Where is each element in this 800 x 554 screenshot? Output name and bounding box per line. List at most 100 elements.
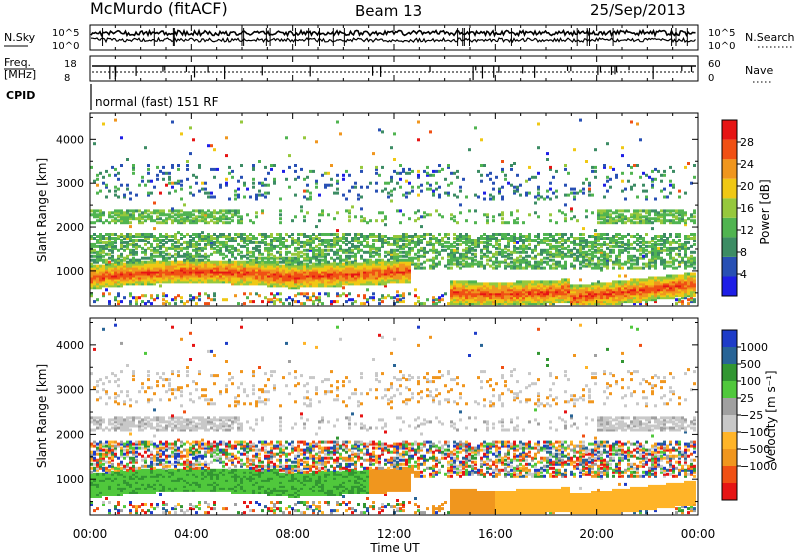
- power-cell: [537, 242, 540, 246]
- power-cell: [606, 233, 609, 236]
- power-cell: [225, 248, 228, 252]
- power-cell: [120, 252, 123, 256]
- power-cell: [165, 258, 168, 262]
- power-cell: [573, 258, 576, 262]
- power-cell: [333, 250, 336, 254]
- power-cell: [597, 250, 600, 254]
- power-cell: [534, 175, 537, 179]
- power-cell: [372, 264, 375, 268]
- power-cell: [126, 242, 129, 246]
- power-cell: [189, 278, 192, 282]
- power-cell: [306, 239, 309, 242]
- power-cell: [99, 282, 102, 286]
- power-cell: [237, 248, 240, 252]
- power-cell: [573, 191, 576, 195]
- power-cell: [534, 300, 537, 304]
- power-cell: [318, 258, 321, 262]
- power-cell: [462, 258, 465, 262]
- power-cell: [507, 262, 510, 266]
- power-cell: [123, 221, 126, 225]
- power-cell: [126, 280, 129, 284]
- power-cell: [174, 296, 177, 300]
- power-cell: [519, 266, 522, 270]
- power-cell: [285, 244, 288, 248]
- power-cell: [597, 258, 600, 262]
- power-cell: [189, 213, 192, 217]
- power-cell: [225, 242, 228, 246]
- power-cell: [120, 282, 123, 286]
- power-cell: [252, 264, 255, 268]
- power-cell: [342, 264, 345, 268]
- power-cell: [204, 191, 207, 195]
- power-cell: [648, 217, 651, 221]
- power-cell: [462, 237, 465, 240]
- power-cell: [294, 282, 297, 286]
- power-cell: [609, 282, 612, 286]
- power-cell: [216, 272, 219, 276]
- power-cell: [630, 286, 633, 290]
- power-cell: [624, 187, 627, 191]
- power-cell: [612, 290, 615, 294]
- power-cell: [504, 173, 507, 177]
- power-cell: [108, 268, 111, 272]
- power-cell: [375, 278, 378, 282]
- power-cell: [510, 239, 513, 242]
- power-cell: [645, 286, 648, 290]
- power-cell: [114, 260, 117, 264]
- power-cell: [399, 274, 402, 278]
- power-cell: [129, 260, 132, 264]
- power-cell: [171, 268, 174, 272]
- power-cell: [129, 237, 132, 240]
- power-cell: [465, 294, 468, 298]
- power-cell: [426, 171, 429, 175]
- power-cell: [252, 221, 255, 225]
- power-cell: [564, 217, 567, 221]
- power-cell: [471, 258, 474, 262]
- power-cell: [522, 258, 525, 262]
- power-cell: [258, 256, 261, 260]
- power-cell: [132, 268, 135, 272]
- power-cell: [111, 215, 114, 219]
- power-cell: [105, 288, 108, 292]
- power-cell: [273, 256, 276, 260]
- power-cell: [510, 282, 513, 286]
- power-cell: [603, 221, 606, 225]
- power-cell: [246, 262, 249, 266]
- power-cell: [381, 274, 384, 278]
- power-cell: [384, 284, 387, 288]
- power-cell: [549, 264, 552, 268]
- power-cell: [630, 246, 633, 250]
- power-cell: [612, 292, 615, 296]
- power-cell: [534, 290, 537, 294]
- power-cell: [330, 300, 333, 304]
- power-cell: [186, 280, 189, 284]
- power-cell: [567, 239, 570, 242]
- power-cell: [141, 272, 144, 276]
- power-cell: [405, 237, 408, 240]
- power-cell: [399, 250, 402, 254]
- power-cell: [429, 248, 432, 252]
- power-cell: [108, 256, 111, 260]
- power-cell: [102, 274, 105, 278]
- power-cell: [591, 300, 594, 304]
- power-cell: [438, 193, 441, 197]
- power-cell: [216, 239, 219, 242]
- power-cell: [162, 256, 165, 260]
- power-cell: [384, 223, 387, 227]
- power-cell: [96, 244, 99, 248]
- power-cell: [216, 167, 219, 171]
- power-cell: [588, 264, 591, 268]
- power-cell: [534, 280, 537, 284]
- power-cell: [171, 244, 174, 248]
- power-cell: [267, 246, 270, 250]
- power-cell: [228, 197, 231, 201]
- freq-label-2: [MHz]: [4, 68, 36, 81]
- power-cell: [510, 235, 513, 238]
- power-cell: [396, 239, 399, 242]
- power-cell: [237, 266, 240, 270]
- power-cell: [408, 181, 411, 185]
- power-cell: [552, 286, 555, 290]
- power-cell: [246, 252, 249, 256]
- power-cell: [588, 258, 591, 262]
- power-cell: [630, 256, 633, 260]
